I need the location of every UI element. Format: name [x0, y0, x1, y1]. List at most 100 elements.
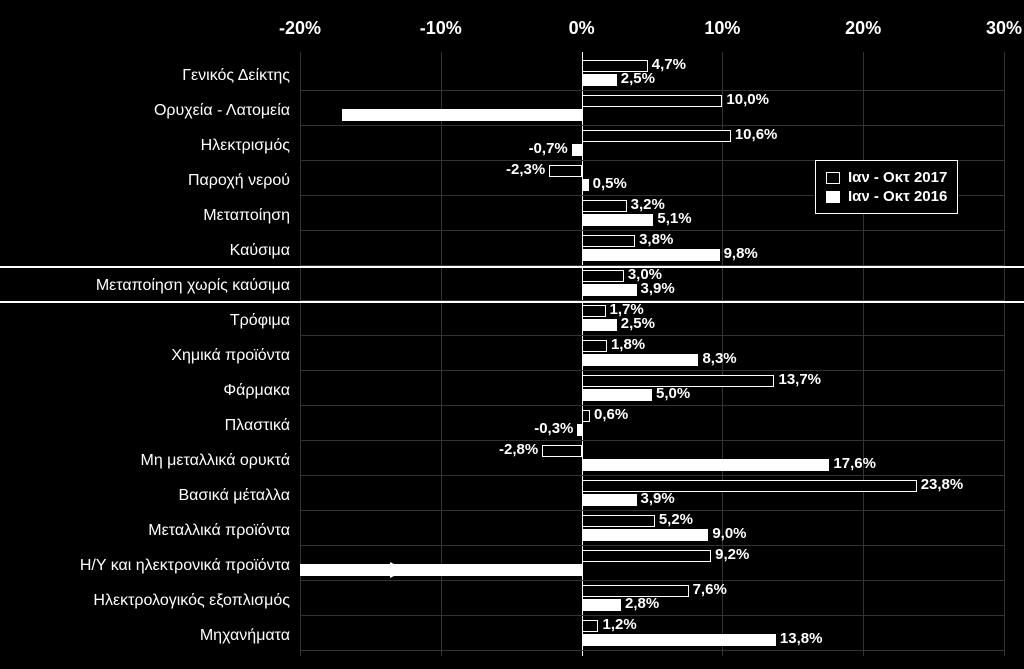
category-label: Γενικός Δείκτης: [182, 67, 290, 85]
category-label: Ηλεκτρολογικός εξοπλισμός: [93, 592, 290, 610]
bar-series-2017: [542, 445, 581, 457]
value-label: -2,8%: [499, 441, 538, 458]
bar-series-2017: [582, 410, 590, 422]
legend-label: Ιαν - Οκτ 2017: [848, 169, 947, 186]
bar-series-2016: [572, 144, 582, 156]
row-gridline: [300, 440, 1004, 441]
category-label: Πλαστικά: [225, 417, 290, 435]
bar-series-2016: [342, 109, 581, 121]
value-label: 0,5%: [593, 175, 627, 192]
bar-series-2016: [582, 284, 637, 296]
value-label: 9,2%: [715, 546, 749, 563]
value-label: 5,1%: [657, 210, 691, 227]
value-label: 13,7%: [778, 371, 821, 388]
bar-series-2017: [582, 200, 627, 212]
bar-series-2016: [582, 319, 617, 331]
gridline: [1004, 52, 1005, 656]
bar-series-2017: [582, 515, 655, 527]
value-label: -2,3%: [506, 161, 545, 178]
category-label: Ηλεκτρισμός: [201, 137, 290, 155]
category-label: Βασικά μέταλλα: [178, 487, 290, 505]
category-label: Ορυχεία - Λατομεία: [154, 102, 290, 120]
bar-series-2016: [582, 389, 652, 401]
bar-series-2017: [582, 550, 712, 562]
row-gridline: [300, 405, 1004, 406]
category-label: Μη μεταλλικά ορυκτά: [140, 452, 290, 470]
bar-series-2016: [582, 459, 830, 471]
category-label: Μεταποίηση: [203, 207, 290, 225]
gridline: [863, 52, 864, 656]
bar-series-2016: [300, 564, 582, 576]
value-label: 1,8%: [611, 336, 645, 353]
category-label: Καύσιμα: [230, 242, 290, 260]
value-label: 3,9%: [641, 280, 675, 297]
bar-series-2017: [582, 340, 607, 352]
category-label: Τρόφιμα: [230, 312, 290, 330]
value-label: 10,0%: [726, 91, 769, 108]
value-label: 3,8%: [639, 231, 673, 248]
legend-swatch-icon: [826, 191, 840, 203]
value-label: 0,6%: [594, 406, 628, 423]
overflow-arrow-icon: [390, 562, 406, 578]
value-label: 2,5%: [621, 70, 655, 87]
value-label: 8,3%: [702, 350, 736, 367]
value-label: 2,5%: [621, 315, 655, 332]
x-axis-tick-label: 30%: [986, 18, 1022, 39]
row-gridline: [300, 580, 1004, 581]
bar-series-2016: [582, 214, 654, 226]
value-label: 1,2%: [602, 616, 636, 633]
row-gridline: [300, 615, 1004, 616]
bar-series-2016: [582, 354, 699, 366]
bar-series-2017: [582, 270, 624, 282]
row-gridline: [300, 90, 1004, 91]
x-axis-tick-label: 0%: [569, 18, 595, 39]
row-gridline: [300, 125, 1004, 126]
row-gridline: [300, 650, 1004, 651]
value-label: -0,7%: [529, 140, 568, 157]
value-label: 17,6%: [833, 455, 876, 472]
row-gridline: [300, 335, 1004, 336]
category-label: Φάρμακα: [223, 382, 290, 400]
category-label: Μεταλλικά προϊόντα: [148, 522, 290, 540]
bar-series-2016: [582, 179, 589, 191]
value-label: -0,3%: [534, 420, 573, 437]
bar-series-2016: [582, 74, 617, 86]
row-gridline: [300, 545, 1004, 546]
bar-series-2017: [549, 165, 581, 177]
value-label: 4,7%: [652, 56, 686, 73]
bar-series-2017: [582, 95, 723, 107]
x-axis-tick-label: -10%: [420, 18, 462, 39]
value-label: 23,8%: [921, 476, 964, 493]
bar-series-2016: [582, 249, 720, 261]
bar-series-2016: [582, 599, 621, 611]
row-gridline: [300, 510, 1004, 511]
bar-series-2016: [582, 529, 709, 541]
legend-item: Ιαν - Οκτ 2016: [826, 188, 947, 205]
row-gridline: [300, 475, 1004, 476]
x-axis-tick-label: -20%: [279, 18, 321, 39]
value-label: 5,0%: [656, 385, 690, 402]
value-label: 7,6%: [693, 581, 727, 598]
category-label: Μηχανήματα: [200, 627, 290, 645]
value-label: 2,8%: [625, 595, 659, 612]
value-label: 3,9%: [641, 490, 675, 507]
legend-item: Ιαν - Οκτ 2017: [826, 169, 947, 186]
bar-series-2017: [582, 620, 599, 632]
legend: Ιαν - Οκτ 2017 Ιαν - Οκτ 2016: [815, 160, 958, 214]
value-label: 9,8%: [724, 245, 758, 262]
bar-series-2016: [582, 634, 776, 646]
x-axis-tick-label: 10%: [704, 18, 740, 39]
bar-series-2017: [582, 305, 606, 317]
bar-series-2016: [582, 494, 637, 506]
value-label: 10,6%: [735, 126, 778, 143]
bar-series-2017: [582, 480, 917, 492]
bar-series-2017: [582, 235, 636, 247]
chart-root: -20%-10%0%10%20%30%Γενικός Δείκτης4,7%2,…: [0, 0, 1024, 669]
category-label: Παροχή νερού: [188, 172, 290, 190]
row-gridline: [300, 370, 1004, 371]
legend-label: Ιαν - Οκτ 2016: [848, 188, 947, 205]
x-axis-tick-label: 20%: [845, 18, 881, 39]
legend-swatch-icon: [826, 172, 840, 184]
bar-series-2017: [582, 130, 731, 142]
value-label: 13,8%: [780, 630, 823, 647]
